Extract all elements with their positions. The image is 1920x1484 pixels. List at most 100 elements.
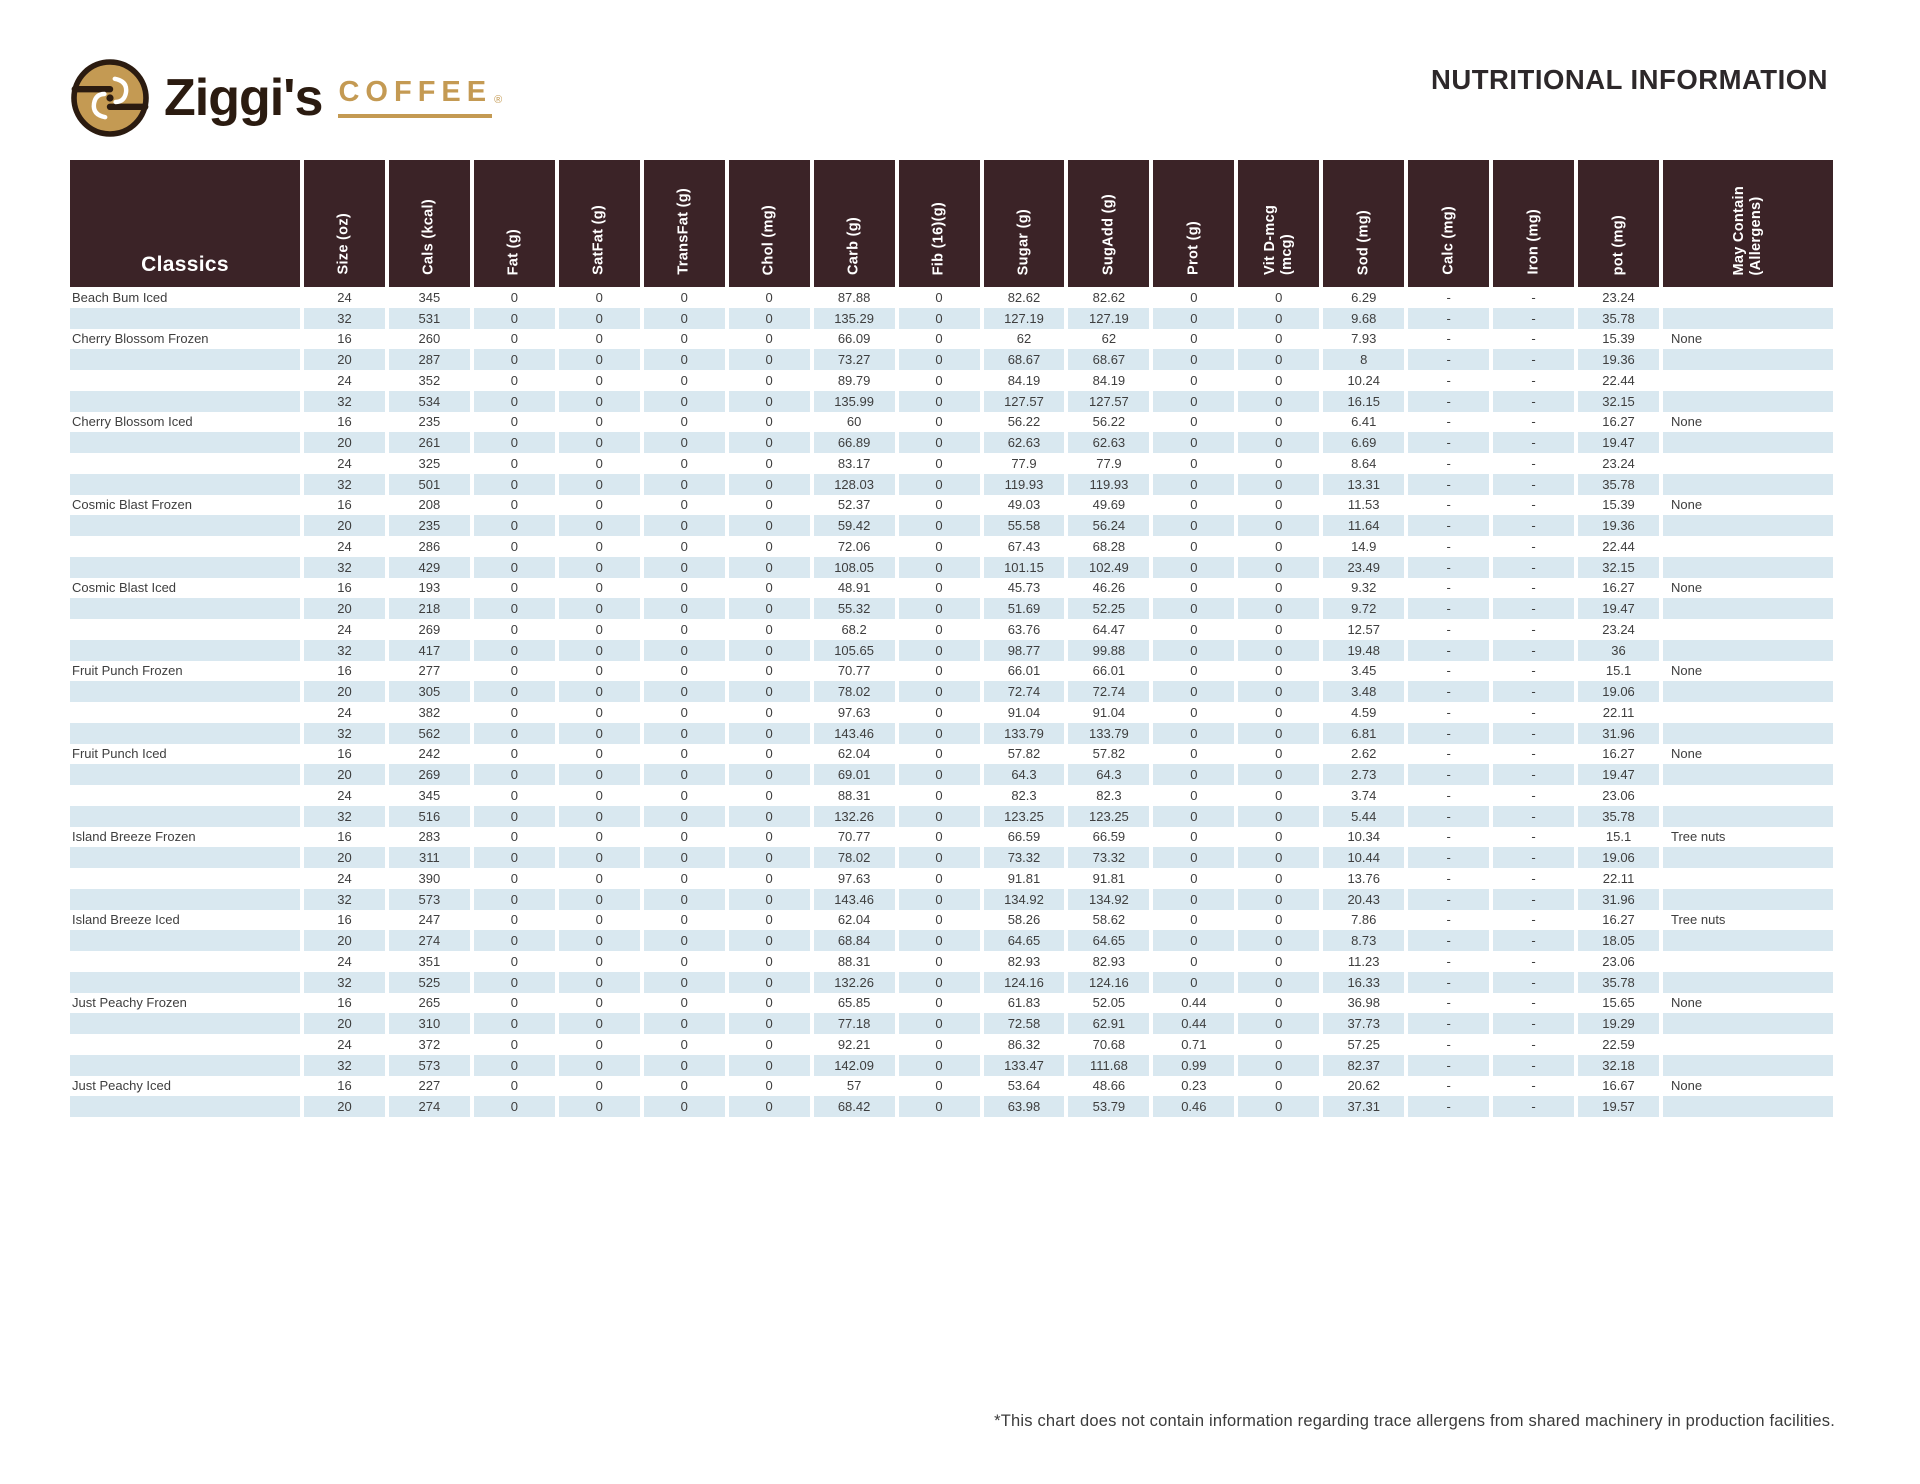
value-cell: 123.25 (983, 805, 1065, 827)
column-header-label: SatFat (g) (590, 205, 607, 275)
value-cell: 0 (558, 764, 640, 785)
value-cell: 13.31 (1323, 473, 1405, 495)
value-cell: - (1408, 847, 1490, 868)
value-cell: 0 (898, 930, 980, 951)
value-cell: 0 (473, 971, 555, 993)
column-header: Fib (16)(g) (898, 160, 980, 287)
value-cell: 62.63 (983, 432, 1065, 453)
value-cell: 0 (728, 785, 810, 806)
value-cell: 0 (898, 971, 980, 993)
value-cell: 0 (1153, 764, 1235, 785)
value-cell: 92.21 (813, 1034, 895, 1055)
allergen-cell: Tree nuts (1663, 826, 1833, 848)
value-cell: 0 (473, 598, 555, 619)
value-cell: 0 (473, 888, 555, 910)
value-cell: 0 (473, 847, 555, 868)
value-cell: 0 (1238, 370, 1320, 391)
value-cell: 0 (728, 888, 810, 910)
value-cell: 0 (1238, 1034, 1320, 1055)
value-cell: - (1493, 785, 1575, 806)
value-cell: 132.26 (813, 971, 895, 993)
value-cell: 0 (1238, 785, 1320, 806)
value-cell: 66.59 (1068, 826, 1150, 848)
value-cell: 0 (643, 536, 725, 557)
value-cell: 0 (558, 785, 640, 806)
value-cell: 46.26 (1068, 577, 1150, 599)
value-cell: 62.04 (813, 743, 895, 765)
value-cell: 142.09 (813, 1054, 895, 1076)
value-cell: 0 (643, 453, 725, 474)
column-header: Cals (kcal) (388, 160, 470, 287)
value-cell: 102.49 (1068, 556, 1150, 578)
value-cell: 67.43 (983, 536, 1065, 557)
value-cell: - (1493, 722, 1575, 744)
row-name-cell: Cherry Blossom Frozen (70, 328, 300, 350)
allergen-cell: None (1663, 411, 1833, 433)
value-cell: 0 (728, 992, 810, 1014)
value-cell: 66.09 (813, 328, 895, 350)
brand-coffee-wrap: COFFEE ® (338, 78, 502, 124)
value-cell: 0 (898, 287, 980, 308)
value-cell: 0 (728, 370, 810, 391)
value-cell: 0 (643, 681, 725, 702)
value-cell: - (1408, 287, 1490, 308)
value-cell: 11.53 (1323, 494, 1405, 516)
row-name-cell (70, 370, 300, 391)
value-cell: 0 (1238, 743, 1320, 765)
allergen-cell (1663, 1054, 1833, 1076)
column-header-label: Chol (mg) (760, 204, 777, 275)
value-cell: 20 (304, 598, 385, 619)
value-cell: 11.23 (1323, 951, 1405, 972)
value-cell: 127.19 (983, 307, 1065, 329)
allergen-cell (1663, 868, 1833, 889)
value-cell: 16.33 (1323, 971, 1405, 993)
value-cell: 0.44 (1153, 1013, 1235, 1034)
value-cell: 68.42 (813, 1096, 895, 1117)
value-cell: 111.68 (1068, 1054, 1150, 1076)
value-cell: - (1408, 1013, 1490, 1034)
value-cell: 127.19 (1068, 307, 1150, 329)
value-cell: 0 (473, 785, 555, 806)
row-name-cell (70, 515, 300, 536)
value-cell: 0 (1153, 515, 1235, 536)
value-cell: - (1493, 971, 1575, 993)
value-cell: 0 (728, 1054, 810, 1076)
value-cell: 0 (643, 992, 725, 1014)
value-cell: 352 (388, 370, 470, 391)
value-cell: 132.26 (813, 805, 895, 827)
value-cell: 0 (728, 909, 810, 931)
allergen-cell (1663, 951, 1833, 972)
value-cell: - (1408, 702, 1490, 723)
value-cell: 0 (1153, 432, 1235, 453)
value-cell: 0 (728, 390, 810, 412)
value-cell: 14.9 (1323, 536, 1405, 557)
value-cell: - (1493, 660, 1575, 682)
value-cell: 227 (388, 1075, 470, 1097)
value-cell: 0 (558, 722, 640, 744)
row-name-cell (70, 432, 300, 453)
value-cell: 55.32 (813, 598, 895, 619)
value-cell: 6.29 (1323, 287, 1405, 308)
column-header-label: Sod (mg) (1355, 209, 1372, 275)
value-cell: 51.69 (983, 598, 1065, 619)
value-cell: 62.04 (813, 909, 895, 931)
value-cell: 0 (1238, 1096, 1320, 1117)
value-cell: 0 (643, 515, 725, 536)
row-name-cell (70, 307, 300, 329)
value-cell: 86.32 (983, 1034, 1065, 1055)
value-cell: 0 (898, 888, 980, 910)
row-name-cell (70, 639, 300, 661)
value-cell: 127.57 (1068, 390, 1150, 412)
column-header: TransFat (g) (643, 160, 725, 287)
value-cell: 23.24 (1578, 619, 1659, 640)
value-cell: 0 (473, 536, 555, 557)
value-cell: 0 (728, 971, 810, 993)
value-cell: 0 (728, 494, 810, 516)
value-cell: 269 (388, 619, 470, 640)
value-cell: 0 (558, 888, 640, 910)
value-cell: 0 (473, 992, 555, 1014)
value-cell: 64.3 (1068, 764, 1150, 785)
value-cell: 3.48 (1323, 681, 1405, 702)
value-cell: 19.36 (1578, 349, 1659, 370)
value-cell: - (1408, 1075, 1490, 1097)
